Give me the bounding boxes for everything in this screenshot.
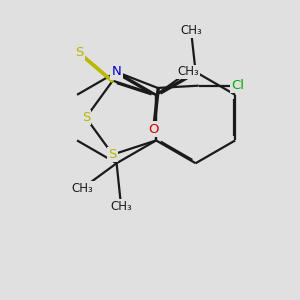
Text: S: S	[76, 46, 84, 59]
Text: CH₃: CH₃	[110, 200, 132, 213]
Text: CH₃: CH₃	[180, 24, 202, 38]
Text: CH₃: CH₃	[71, 182, 93, 195]
Text: CH₃: CH₃	[177, 65, 199, 79]
Text: S: S	[109, 148, 117, 161]
Text: S: S	[82, 111, 90, 124]
Text: Cl: Cl	[231, 79, 244, 92]
Text: N: N	[112, 65, 122, 79]
Text: O: O	[148, 122, 158, 136]
